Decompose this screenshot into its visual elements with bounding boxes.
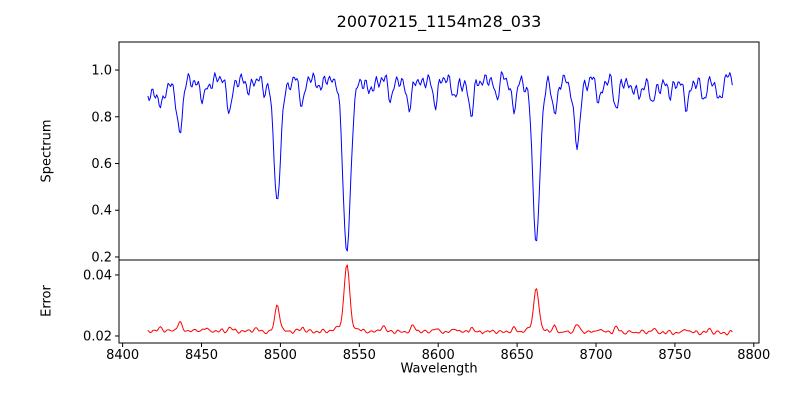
x-tick-label: 8450: [185, 348, 218, 363]
y-tick-label: 1.0: [91, 64, 112, 79]
x-tick-label: 8600: [422, 348, 455, 363]
x-tick-label: 8400: [106, 348, 139, 363]
error-axis-label: Error: [39, 285, 55, 317]
y-tick-label: 0.02: [83, 329, 112, 344]
y-tick-label: 0.6: [91, 157, 112, 172]
y-tick-label: 0.8: [91, 110, 112, 125]
x-tick-label: 8650: [501, 348, 534, 363]
spectrum-line: [147, 71, 733, 252]
y-tick-label: 0.2: [91, 250, 112, 265]
y-tick-label: 0.4: [91, 204, 112, 219]
wavelength-axis-label: Wavelength: [400, 361, 478, 377]
spectrum-series: [147, 71, 733, 252]
error-panel-frame: [118, 259, 760, 344]
x-tick-label: 8550: [343, 348, 376, 363]
x-tick-label: 8750: [658, 348, 691, 363]
x-tick-label: 8700: [579, 348, 612, 363]
axes-frames: [118, 41, 760, 344]
y-tick-label: 0.04: [83, 268, 112, 283]
chart-title: 20070215_1154m28_033: [336, 12, 542, 31]
x-tick-label: 8800: [737, 348, 770, 363]
x-tick-label: 8500: [264, 348, 297, 363]
axis-ticks: 0.2 0.4 0.6 0.8 1.0 0.02 0.04 8400 8450 8500 8550 8…: [83, 64, 770, 363]
spectrum-axis-label: Spectrum: [39, 119, 55, 183]
error-series: [147, 264, 733, 336]
error-line: [147, 264, 733, 336]
